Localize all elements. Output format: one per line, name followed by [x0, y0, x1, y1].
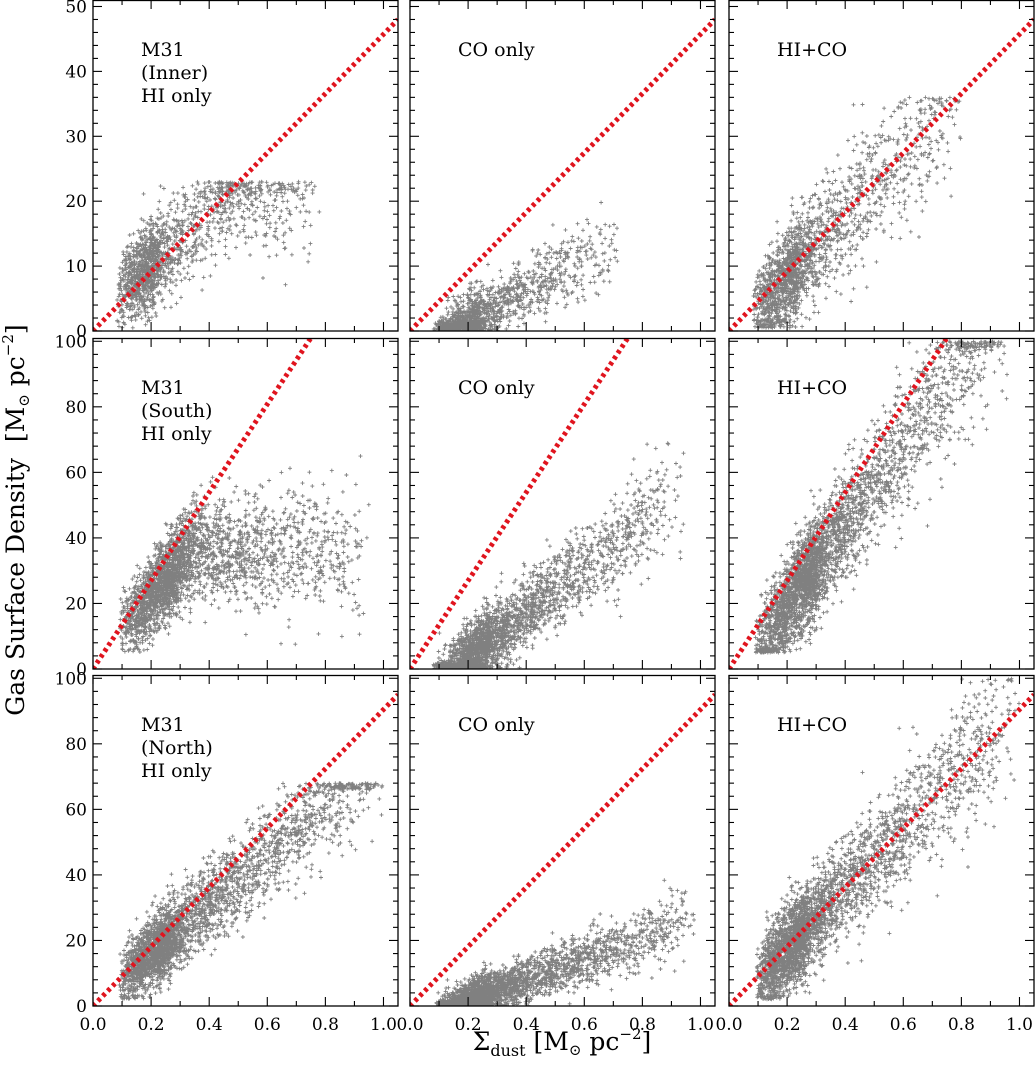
panel-r2-c0-xtick-label-1: 0.2: [138, 1015, 165, 1035]
panel-r2-c0-ytick-label-2: 40: [65, 866, 87, 886]
panel-r2-c0-xtick-label-0: 0.0: [79, 1015, 106, 1035]
panel-r2-c0-frame: [92, 674, 399, 1007]
panel-r1-c0-ytick-label-4: 80: [65, 398, 87, 418]
panel-r0-c1: CO only: [409, 0, 716, 332]
panel-r1-c0-ytick-label-2: 40: [65, 529, 87, 549]
panel-r2-c0-ytick-label-1: 20: [65, 931, 87, 951]
panel-r1-c2-annotation-line-0: HI+CO: [777, 377, 847, 399]
panel-r2-c0-xtick-label-5: 1.0: [370, 1015, 397, 1035]
panel-r2-c0-ytick-label-4: 80: [65, 735, 87, 755]
panel-r2-c2-xtick-label-5: 1.0: [1006, 1015, 1033, 1035]
panel-r2-c2-frame: [728, 674, 1035, 1007]
panel-r0-c0: 0 10 20 30 40 50 M31(Inner)HI only: [65, 0, 399, 342]
panel-r0-c0-annotation-line-0: M31: [141, 39, 185, 61]
panel-r1-c1: CO only: [409, 337, 716, 670]
panel-r1-c2-reference-line: [729, 338, 949, 669]
panel-r1-c0-frame: [92, 337, 399, 670]
panel-r2-c0-annotation-line-1: (North): [141, 737, 213, 759]
panel-r2-c2-annotation-line-0: HI+CO: [777, 714, 847, 736]
panel-r0-c0-ytick-label-1: 10: [65, 257, 87, 277]
panel-r2-c1-xtick-label-1: 0.2: [455, 1015, 482, 1035]
panel-r1-c0-ytick-label-1: 20: [65, 594, 87, 614]
panel-r1-c1-scatter-points: [431, 441, 686, 669]
panel-r0-c0-ytick-label-0: 0: [76, 322, 87, 342]
panel-r0-c0-frame: [92, 0, 399, 332]
panel-r1-c1-ticks: [409, 338, 715, 670]
panel-r1-c0-ytick-label-5: 100: [55, 332, 87, 352]
x-axis-label: Σdust [M⊙ pc−2]: [473, 1025, 652, 1060]
panel-r1-c0: 0 20 40 60 80 100 M31(South)HI only: [55, 332, 399, 680]
panel-r2-c2: 0.0 0.2 0.4 0.6 0.8 1.0 HI+CO: [715, 674, 1035, 1035]
panel-r2-c0: 0 20 40 60 80 100 0.0 0.2 0.4 0.6 0.8 1.0 M31(North)…: [55, 669, 399, 1035]
panel-r0-c0-reference-line: [93, 17, 398, 331]
panel-r1-c0-ticks: [92, 338, 398, 670]
panel-r1-c0-annotation-line-2: HI only: [141, 423, 212, 445]
panel-r2-c0-ytick-label-3: 60: [65, 800, 87, 820]
panel-r2-c0-xtick-label-3: 0.6: [254, 1015, 281, 1035]
panel-r0-c0-ytick-label-5: 50: [65, 0, 87, 17]
panel-r1-c0-ytick-label-3: 60: [65, 463, 87, 483]
panel-r0-c0-ytick-label-3: 30: [65, 127, 87, 147]
panel-r2-c1: 0.0 0.2 0.4 0.6 0.8 1.0 CO only: [396, 674, 716, 1035]
y-axis-label: Gas Surface Density [M⊙ pc−2]: [0, 324, 33, 715]
panel-r1-c0-ytick-label-0: 0: [76, 660, 87, 680]
panel-r2-c2-xtick-label-3: 0.6: [890, 1015, 917, 1035]
panel-r2-c0-annotation-line-2: HI only: [141, 760, 212, 782]
panel-r0-c2-ticks: [728, 0, 1034, 332]
panel-r2-c2-xtick-label-1: 0.2: [774, 1015, 801, 1035]
panel-r2-c2-xtick-label-0: 0.0: [715, 1015, 742, 1035]
panel-r1-c1-frame: [409, 337, 716, 670]
panel-r1-c0-annotation-line-0: M31: [141, 377, 185, 399]
panel-r2-c0-reference-line: [93, 692, 398, 1006]
panel-r1-c2: HI+CO: [728, 337, 1035, 670]
panel-r0-c1-frame: [409, 0, 716, 332]
panel-r0-c1-reference-line: [410, 17, 715, 331]
panel-r1-c2-ticks: [728, 338, 1034, 670]
panel-r2-c1-xtick-label-4: 0.8: [629, 1015, 656, 1035]
panel-r0-c2: HI+CO: [728, 0, 1035, 332]
panel-r0-c0-scatter-points: [115, 179, 322, 330]
panel-r0-c0-ticks: [92, 0, 398, 332]
panel-r0-c0-annotation-line-1: (Inner): [141, 62, 208, 84]
panel-r0-c1-ticks: [409, 0, 715, 332]
panel-r1-c0-scatter-points: [118, 454, 371, 654]
panel-r2-c1-xtick-label-0: 0.0: [396, 1015, 423, 1035]
panel-r2-c2-xtick-label-2: 0.4: [832, 1015, 859, 1035]
panel-r1-c2-scatter-points: [753, 339, 1009, 655]
panel-r2-c0-scatter-points: [117, 781, 385, 1002]
panel-r2-c0-ytick-label-0: 0: [76, 997, 87, 1017]
panel-r0-c2-frame: [728, 0, 1035, 332]
panel-r2-c2-scatter-points: [754, 676, 1021, 1002]
panel-r1-c1-annotation-line-0: CO only: [458, 377, 535, 399]
panel-r0-c2-annotation-line-0: HI+CO: [777, 39, 847, 61]
panel-r2-c0-annotation-line-0: M31: [141, 714, 185, 736]
panel-r1-c0-annotation-line-1: (South): [141, 400, 212, 422]
panel-r2-c1-xtick-label-3: 0.6: [571, 1015, 598, 1035]
panel-r2-c1-ticks: [409, 675, 715, 1007]
panel-r2-c2-reference-line: [729, 692, 1034, 1006]
panel-r2-c0-xtick-label-4: 0.8: [312, 1015, 339, 1035]
panel-r2-c0-xtick-label-2: 0.4: [196, 1015, 223, 1035]
panel-r2-c1-annotation-line-0: CO only: [458, 714, 535, 736]
panel-r1-c1-reference-line: [410, 338, 630, 669]
panel-r2-c0-ytick-label-5: 100: [55, 669, 87, 689]
panel-r0-c0-ytick-label-4: 40: [65, 62, 87, 82]
panel-r2-c1-xtick-label-2: 0.4: [513, 1015, 540, 1035]
panel-r2-c1-frame: [409, 674, 716, 1007]
panel-r2-c0-ticks: [92, 675, 398, 1007]
panel-r2-c2-xtick-label-4: 0.8: [948, 1015, 975, 1035]
panel-r0-c2-reference-line: [729, 17, 1034, 331]
panel-r1-c2-frame: [728, 337, 1035, 670]
panel-r2-c1-reference-line: [410, 692, 715, 1006]
panel-r0-c1-annotation-line-0: CO only: [458, 39, 535, 61]
panel-r0-c0-annotation-line-2: HI only: [141, 85, 212, 107]
panel-r1-c0-reference-line: [93, 338, 313, 669]
panel-r0-c0-ytick-label-2: 20: [65, 192, 87, 212]
panel-r2-c1-xtick-label-5: 1.0: [687, 1015, 714, 1035]
panel-r2-c2-ticks: [728, 675, 1034, 1007]
